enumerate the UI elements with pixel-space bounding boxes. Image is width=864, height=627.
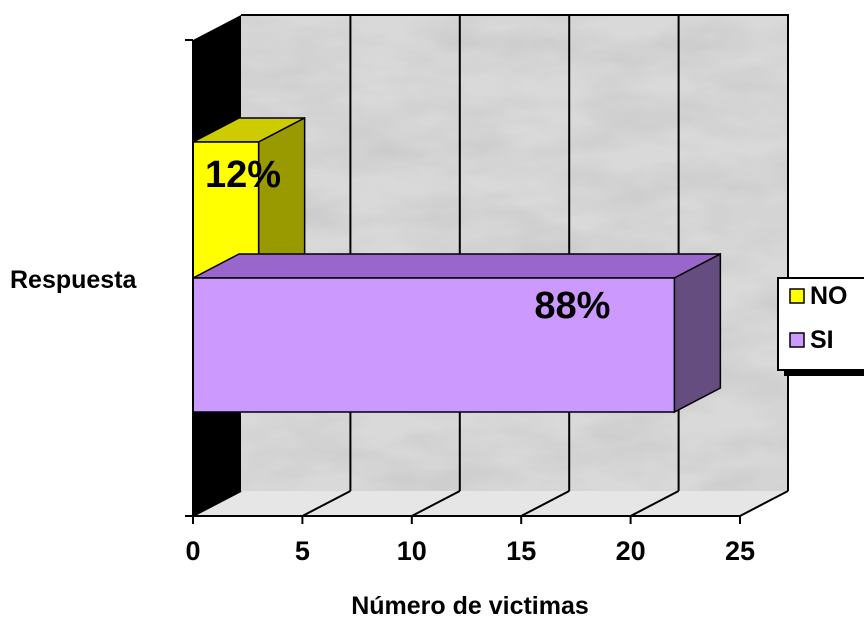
floor-gridline	[520, 490, 570, 517]
floor-gridline	[301, 490, 351, 517]
x-tick-label: 25	[725, 536, 755, 566]
bars: 12% 88%	[192, 116, 722, 414]
floor-gridline	[411, 490, 461, 517]
floor-gridline	[739, 490, 789, 517]
category-label: Respuesta	[10, 266, 138, 294]
bar-si-side	[673, 252, 722, 414]
back-wall-texture	[241, 15, 788, 491]
x-tick-label: 5	[295, 536, 310, 566]
bar-si-top	[192, 253, 721, 279]
x-tick-label: 10	[397, 536, 427, 566]
data-label-no: 12%	[205, 154, 281, 196]
floor	[193, 491, 788, 516]
x-tick-label: 20	[616, 536, 646, 566]
axes	[185, 39, 741, 524]
floor-gridline	[630, 490, 680, 517]
x-axis-title: Número de victimas	[351, 592, 589, 620]
floor-gridline	[192, 490, 242, 517]
bar-si	[192, 277, 676, 413]
x-tick-labels: 0 5 10 15 20 25	[185, 536, 755, 566]
legend-label-no: NO	[810, 282, 848, 310]
x-tick-label: 0	[185, 536, 200, 566]
data-label-si: 88%	[534, 285, 610, 327]
legend-swatch-no	[789, 288, 805, 304]
legend: NO SI	[777, 277, 864, 376]
legend-label-si: SI	[810, 326, 834, 354]
legend-swatch-si	[789, 332, 805, 348]
x-tick-label: 15	[506, 536, 536, 566]
